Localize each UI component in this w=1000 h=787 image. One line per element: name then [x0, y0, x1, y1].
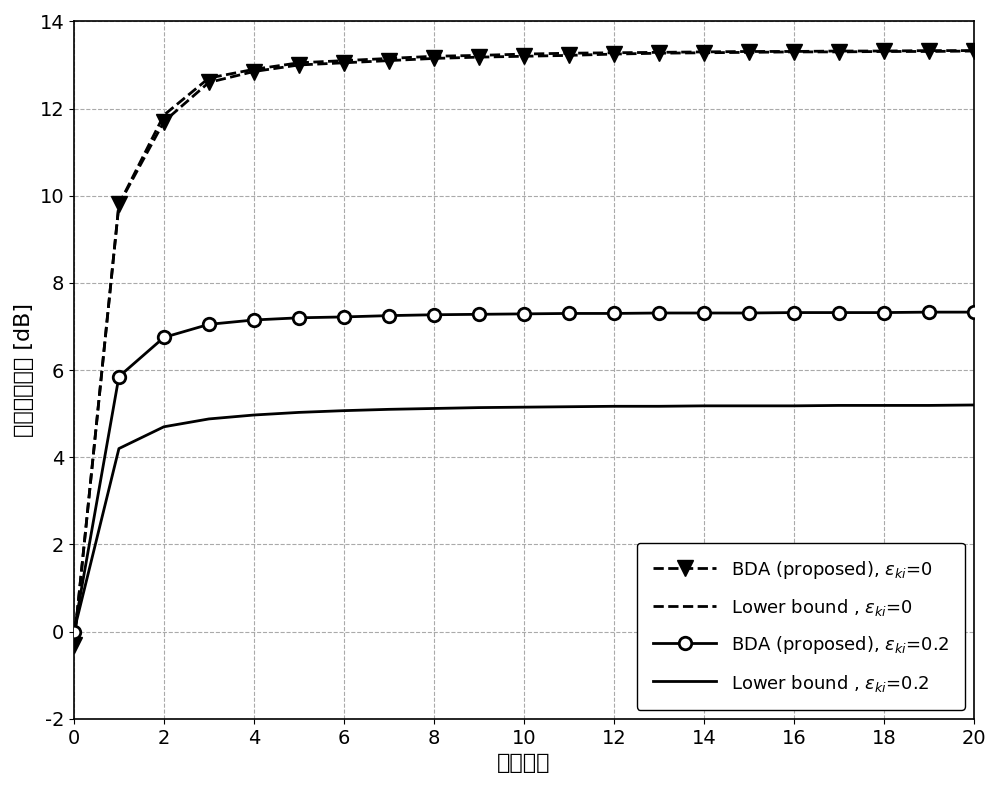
Legend: BDA (proposed), $\varepsilon_{ki}$=0, Lower bound , $\varepsilon_{ki}$=0, BDA (p: BDA (proposed), $\varepsilon_{ki}$=0, Lo… — [637, 542, 965, 710]
Y-axis label: 最小信干噪比 [dB]: 最小信干噪比 [dB] — [14, 303, 34, 437]
X-axis label: 迭代次数: 迭代次数 — [497, 753, 551, 773]
